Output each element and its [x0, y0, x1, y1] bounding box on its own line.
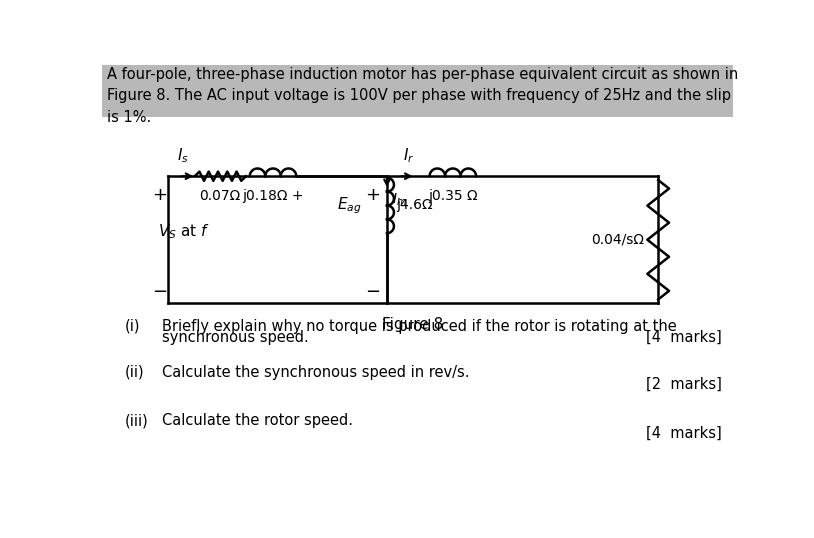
- Text: [2  marks]: [2 marks]: [646, 377, 722, 392]
- Text: +: +: [152, 187, 168, 204]
- Text: A four-pole, three-phase induction motor has per-phase equivalent circuit as sho: A four-pole, three-phase induction motor…: [107, 67, 738, 125]
- Text: +: +: [365, 187, 380, 204]
- Text: synchronous speed.: synchronous speed.: [162, 330, 309, 345]
- Text: 0.07Ω: 0.07Ω: [199, 188, 240, 202]
- Text: j0.35 Ω: j0.35 Ω: [428, 188, 478, 202]
- Text: j4.6Ω: j4.6Ω: [396, 199, 433, 213]
- Text: (iii): (iii): [125, 413, 149, 428]
- Text: Calculate the synchronous speed in rev/s.: Calculate the synchronous speed in rev/s…: [162, 365, 470, 380]
- Text: −: −: [152, 282, 168, 301]
- Text: $V_S$ at $f$: $V_S$ at $f$: [159, 223, 210, 242]
- Text: $E_{ag}$: $E_{ag}$: [336, 195, 361, 216]
- Text: Briefly explain why no torque is produced if the rotor is rotating at the: Briefly explain why no torque is produce…: [162, 318, 677, 334]
- Text: Calculate the rotor speed.: Calculate the rotor speed.: [162, 413, 353, 428]
- Text: 0.04/sΩ: 0.04/sΩ: [591, 233, 644, 247]
- Text: (ii): (ii): [125, 365, 145, 380]
- Text: $I_r$: $I_r$: [403, 147, 414, 165]
- Text: (i): (i): [125, 318, 141, 334]
- Text: [4  marks]: [4 marks]: [646, 330, 722, 345]
- Bar: [102, 65, 733, 117]
- Text: j0.18Ω +: j0.18Ω +: [243, 188, 304, 202]
- Text: $I_m$: $I_m$: [392, 192, 407, 208]
- Text: −: −: [365, 282, 381, 301]
- Text: Figure 8: Figure 8: [383, 317, 444, 332]
- Text: [4  marks]: [4 marks]: [646, 426, 722, 441]
- Text: $I_s$: $I_s$: [177, 147, 189, 165]
